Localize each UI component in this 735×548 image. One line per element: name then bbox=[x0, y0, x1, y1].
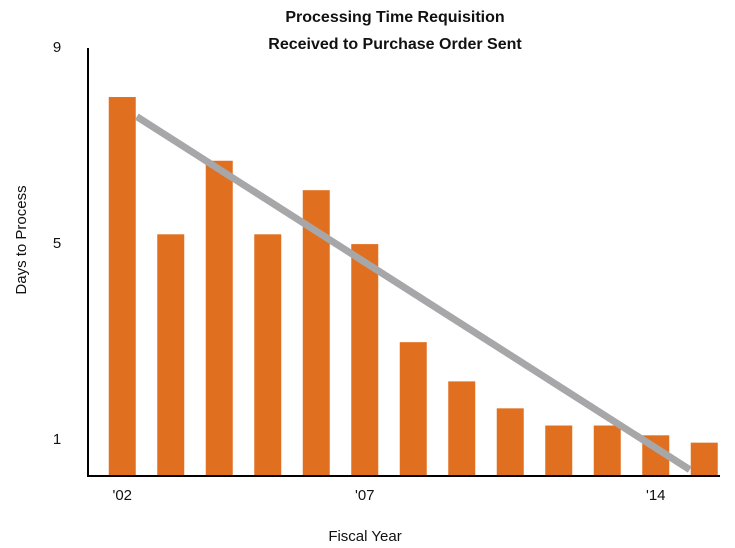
chart-title: Processing Time Requisition bbox=[285, 9, 504, 26]
x-axis-label: Fiscal Year bbox=[328, 528, 401, 545]
bar bbox=[108, 97, 136, 477]
chart-title: Received to Purchase Order Sent bbox=[268, 36, 522, 53]
bar bbox=[448, 381, 476, 476]
y-tick-label: 1 bbox=[53, 431, 61, 448]
trend-line bbox=[134, 113, 692, 473]
x-tick-label: '07 bbox=[355, 487, 375, 504]
bar bbox=[399, 342, 427, 476]
bar bbox=[157, 234, 185, 476]
bar bbox=[496, 408, 524, 476]
x-tick-label: '14 bbox=[646, 487, 666, 504]
y-axis-label: Days to Process bbox=[13, 185, 30, 294]
bar bbox=[545, 425, 573, 476]
bar bbox=[351, 244, 379, 476]
bar bbox=[205, 160, 233, 476]
y-tick-label: 5 bbox=[53, 235, 61, 252]
bar bbox=[690, 442, 718, 476]
y-tick-label: 9 bbox=[53, 39, 61, 56]
bar bbox=[254, 234, 282, 476]
x-tick-label: '02 bbox=[112, 487, 132, 504]
bar bbox=[593, 425, 621, 476]
